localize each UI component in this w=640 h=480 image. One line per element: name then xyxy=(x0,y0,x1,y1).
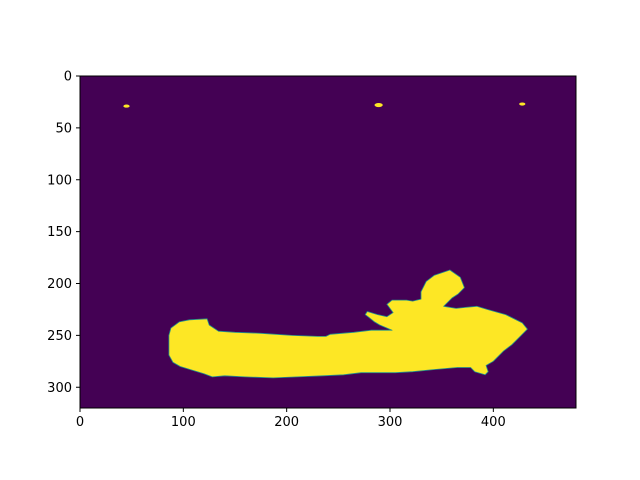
mask-region-spot xyxy=(519,102,526,106)
y-tick-label: 200 xyxy=(47,277,72,292)
plot-area xyxy=(79,75,577,409)
mask-region-main xyxy=(168,269,528,379)
x-tick-label: 200 xyxy=(274,415,299,430)
y-tick-label: 150 xyxy=(47,225,72,240)
y-tick-label: 250 xyxy=(47,329,72,344)
mask-regions xyxy=(123,102,528,379)
y-axis: 0 50 100 150 200 250 300 xyxy=(47,70,80,396)
y-tick-label: 100 xyxy=(47,173,72,188)
y-tick-label: 300 xyxy=(47,381,72,396)
x-axis: 0 100 200 300 400 xyxy=(76,408,506,430)
x-tick-label: 0 xyxy=(76,415,84,430)
mask-region-spot xyxy=(123,104,130,108)
y-tick-label: 50 xyxy=(55,121,72,136)
plot-frame xyxy=(79,75,577,409)
x-tick-label: 100 xyxy=(171,415,196,430)
x-tick-label: 300 xyxy=(378,415,403,430)
y-tick-label: 0 xyxy=(64,70,72,85)
mask-region-spot xyxy=(374,102,383,108)
x-tick-label: 400 xyxy=(481,415,506,430)
